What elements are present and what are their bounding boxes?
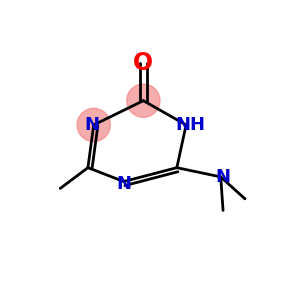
Text: O: O [133, 51, 153, 75]
Circle shape [77, 108, 110, 142]
Text: N: N [216, 168, 231, 186]
Circle shape [127, 84, 160, 117]
Text: N: N [116, 175, 131, 193]
Text: N: N [84, 116, 99, 134]
Text: NH: NH [176, 116, 206, 134]
